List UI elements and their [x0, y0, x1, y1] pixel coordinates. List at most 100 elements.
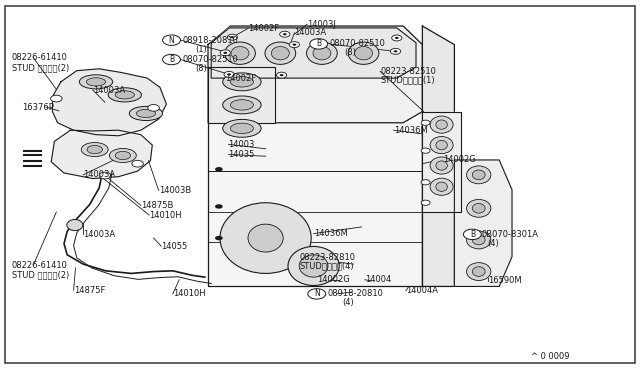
- Ellipse shape: [223, 119, 261, 137]
- Ellipse shape: [249, 225, 282, 251]
- Ellipse shape: [467, 231, 491, 249]
- Polygon shape: [208, 67, 275, 123]
- Text: 16376P: 16376P: [22, 103, 54, 112]
- Text: 14036M: 14036M: [394, 126, 428, 135]
- Ellipse shape: [472, 170, 485, 180]
- Ellipse shape: [467, 166, 491, 184]
- Ellipse shape: [115, 91, 134, 99]
- Ellipse shape: [86, 78, 106, 86]
- Ellipse shape: [108, 88, 141, 102]
- Text: B: B: [316, 39, 321, 48]
- Text: 08223-82810: 08223-82810: [300, 253, 356, 262]
- Ellipse shape: [472, 267, 485, 276]
- Circle shape: [163, 35, 180, 45]
- Text: 14035: 14035: [228, 150, 255, 159]
- Circle shape: [308, 289, 326, 299]
- Text: 08226-61410: 08226-61410: [12, 53, 67, 62]
- Text: 08226-61410: 08226-61410: [12, 261, 67, 270]
- Ellipse shape: [231, 46, 249, 60]
- Text: STUD スタッド(2): STUD スタッド(2): [12, 271, 68, 280]
- Ellipse shape: [355, 46, 372, 60]
- Text: 14875B: 14875B: [141, 201, 173, 210]
- Text: 0B070-8301A: 0B070-8301A: [481, 230, 538, 239]
- Text: 14002F: 14002F: [225, 74, 257, 83]
- Text: (8): (8): [195, 64, 207, 73]
- Ellipse shape: [313, 46, 331, 60]
- Ellipse shape: [472, 203, 485, 213]
- Ellipse shape: [223, 73, 261, 91]
- Text: N: N: [314, 289, 319, 298]
- Text: (1): (1): [195, 45, 207, 54]
- Circle shape: [148, 105, 159, 111]
- Ellipse shape: [223, 96, 261, 114]
- Ellipse shape: [67, 219, 83, 231]
- Text: N: N: [169, 36, 174, 45]
- Circle shape: [421, 120, 430, 125]
- Circle shape: [392, 35, 402, 41]
- Circle shape: [215, 236, 223, 240]
- Ellipse shape: [436, 182, 447, 192]
- Text: 16590M: 16590M: [488, 276, 522, 285]
- Ellipse shape: [81, 142, 108, 157]
- Ellipse shape: [230, 123, 253, 134]
- Circle shape: [220, 50, 230, 56]
- Ellipse shape: [115, 151, 131, 160]
- Text: B: B: [470, 230, 475, 239]
- Text: (4): (4): [488, 239, 499, 248]
- Ellipse shape: [230, 77, 253, 87]
- Text: 14036M: 14036M: [314, 229, 348, 238]
- Text: 08070-82510: 08070-82510: [330, 39, 385, 48]
- Text: 14003B: 14003B: [159, 186, 191, 195]
- Text: 08070-82510: 08070-82510: [182, 55, 238, 64]
- Circle shape: [51, 95, 62, 102]
- Circle shape: [224, 71, 234, 77]
- Text: 14003A: 14003A: [294, 28, 326, 37]
- Ellipse shape: [430, 137, 453, 154]
- Ellipse shape: [248, 224, 283, 252]
- Text: 14003A: 14003A: [83, 230, 115, 239]
- Text: (4): (4): [342, 298, 354, 307]
- Polygon shape: [211, 28, 416, 78]
- Ellipse shape: [220, 203, 311, 273]
- Circle shape: [227, 34, 237, 40]
- Circle shape: [283, 33, 287, 35]
- Text: 14004A: 14004A: [406, 286, 438, 295]
- Text: 08223-82510: 08223-82510: [380, 67, 436, 76]
- Ellipse shape: [436, 141, 447, 150]
- Ellipse shape: [129, 106, 163, 121]
- Circle shape: [394, 50, 397, 52]
- Circle shape: [463, 229, 481, 240]
- Text: 14055: 14055: [161, 242, 188, 251]
- Text: ^ 0 0009: ^ 0 0009: [531, 352, 570, 361]
- Text: 14003A: 14003A: [83, 170, 115, 179]
- Ellipse shape: [430, 157, 453, 174]
- Circle shape: [421, 200, 430, 205]
- Text: 14002G: 14002G: [317, 275, 349, 284]
- Polygon shape: [208, 26, 422, 123]
- Text: 14010H: 14010H: [173, 289, 205, 298]
- Polygon shape: [422, 112, 461, 212]
- Circle shape: [215, 204, 223, 209]
- Circle shape: [227, 73, 231, 76]
- Ellipse shape: [307, 42, 337, 64]
- Ellipse shape: [109, 148, 136, 163]
- Ellipse shape: [225, 42, 255, 64]
- Ellipse shape: [348, 42, 379, 64]
- Ellipse shape: [300, 255, 328, 277]
- Circle shape: [421, 148, 430, 153]
- Circle shape: [276, 72, 287, 78]
- Polygon shape: [52, 69, 166, 136]
- Text: 14003J: 14003J: [307, 20, 336, 29]
- Text: 14010H: 14010H: [149, 211, 182, 219]
- Circle shape: [310, 39, 328, 49]
- Polygon shape: [422, 26, 454, 286]
- Text: 14002F: 14002F: [248, 24, 280, 33]
- Circle shape: [289, 42, 300, 48]
- Text: 14003: 14003: [228, 140, 255, 149]
- Ellipse shape: [79, 75, 113, 89]
- Text: B: B: [169, 55, 174, 64]
- Ellipse shape: [436, 161, 447, 170]
- Ellipse shape: [87, 145, 102, 154]
- Circle shape: [390, 48, 401, 54]
- Circle shape: [230, 36, 234, 38]
